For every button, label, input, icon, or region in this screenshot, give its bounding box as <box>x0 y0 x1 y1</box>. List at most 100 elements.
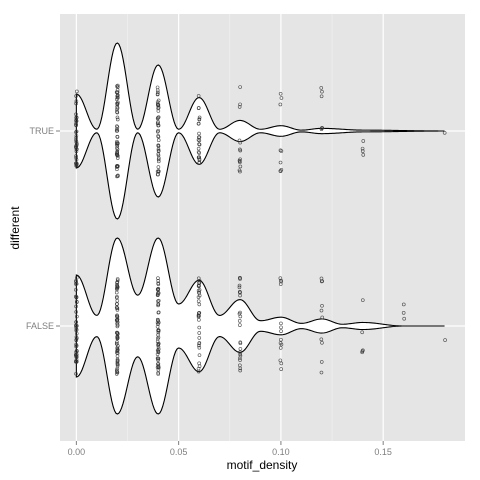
data-point <box>238 140 242 145</box>
data-point <box>75 300 79 304</box>
data-point <box>278 276 283 281</box>
data-point <box>238 368 242 373</box>
data-point <box>114 152 119 156</box>
data-point <box>115 314 120 319</box>
data-point <box>197 278 202 283</box>
data-point <box>196 106 201 110</box>
data-point <box>115 306 119 311</box>
data-point <box>156 345 161 349</box>
data-point <box>156 349 161 353</box>
data-point <box>237 138 242 143</box>
data-point <box>74 304 78 309</box>
data-point <box>115 336 120 340</box>
data-point <box>238 85 242 89</box>
data-point <box>156 115 161 119</box>
data-point <box>156 342 161 347</box>
data-point <box>115 345 120 350</box>
data-point <box>196 295 201 299</box>
data-point <box>238 363 242 368</box>
data-point <box>74 161 79 165</box>
data-point <box>196 369 201 374</box>
data-point <box>278 282 283 286</box>
data-point <box>75 147 79 151</box>
data-point <box>74 354 79 359</box>
data-point <box>361 348 365 353</box>
data-point <box>74 122 78 127</box>
data-point <box>237 311 242 316</box>
data-point <box>115 277 120 281</box>
data-point <box>197 161 201 165</box>
data-point <box>155 102 160 106</box>
data-point <box>74 130 78 134</box>
data-point <box>238 277 242 281</box>
data-point <box>156 120 160 124</box>
data-point <box>74 145 78 150</box>
data-point <box>74 310 78 314</box>
data-point <box>401 302 406 307</box>
data-point <box>74 155 78 160</box>
data-point <box>156 299 160 304</box>
data-point <box>197 142 202 147</box>
data-point <box>156 298 161 303</box>
data-point <box>115 143 119 148</box>
data-point <box>74 371 78 376</box>
data-point <box>115 314 119 318</box>
data-point <box>115 278 120 283</box>
data-point <box>197 151 201 155</box>
data-point <box>279 342 284 347</box>
data-point <box>156 367 161 372</box>
data-point <box>197 138 202 143</box>
data-point <box>279 279 283 284</box>
data-point <box>115 349 119 353</box>
x-tick-label: 0.00 <box>68 447 86 457</box>
data-point <box>74 139 79 144</box>
data-point <box>238 340 243 345</box>
data-point <box>279 329 283 334</box>
data-point <box>75 314 79 319</box>
y-tick-label: FALSE <box>26 321 54 331</box>
data-point <box>279 325 283 330</box>
data-point <box>74 352 79 357</box>
data-point <box>115 340 119 344</box>
data-point <box>197 343 201 348</box>
data-point <box>74 101 78 106</box>
data-point <box>116 173 120 178</box>
data-point <box>115 364 120 368</box>
data-point <box>156 330 161 335</box>
y-axis-ticks: TRUE FALSE <box>26 126 60 331</box>
data-point <box>238 275 242 280</box>
data-point <box>115 167 119 172</box>
data-point <box>115 319 119 323</box>
data-point <box>237 283 242 288</box>
data-point <box>237 285 242 290</box>
data-point <box>238 356 242 361</box>
data-point <box>197 353 202 357</box>
data-point <box>197 280 201 285</box>
data-point <box>156 358 160 362</box>
data-point <box>74 324 78 328</box>
data-point <box>237 158 242 163</box>
data-point <box>196 284 201 288</box>
data-point <box>238 102 242 107</box>
x-tick-label: 0.10 <box>272 447 290 457</box>
data-point <box>197 325 202 330</box>
data-point <box>196 313 201 318</box>
data-point <box>156 328 161 333</box>
data-point <box>320 341 324 345</box>
data-point <box>197 115 202 120</box>
data-point <box>402 316 406 321</box>
data-point <box>360 298 365 302</box>
data-point <box>115 84 119 88</box>
data-point <box>196 288 201 293</box>
data-point <box>238 169 242 174</box>
data-point <box>115 302 119 306</box>
data-point <box>197 318 201 322</box>
data-point <box>115 101 119 106</box>
data-point <box>278 148 283 153</box>
y-tick-label: TRUE <box>30 126 55 136</box>
data-point <box>115 324 120 329</box>
data-point <box>156 123 160 128</box>
data-point <box>74 134 79 138</box>
data-point <box>238 164 243 169</box>
